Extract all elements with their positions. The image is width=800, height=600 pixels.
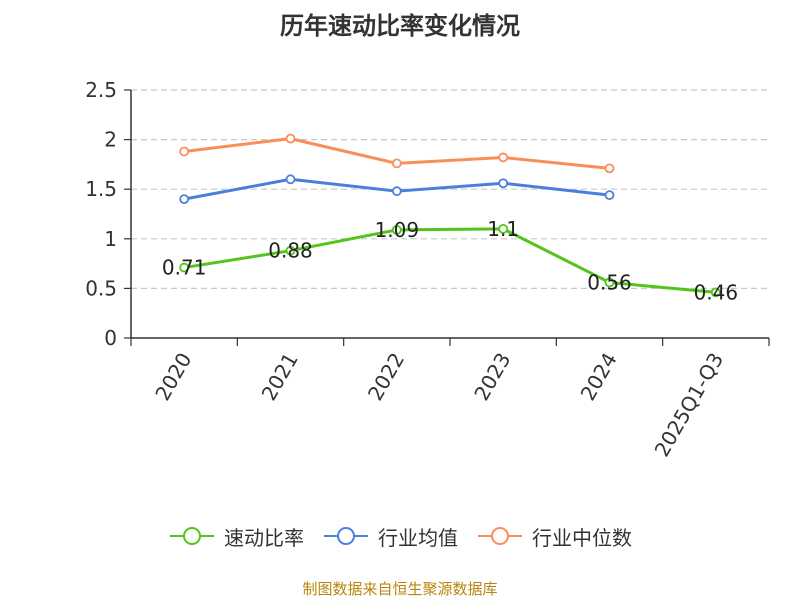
- y-tick-label: 1: [104, 227, 117, 251]
- data-point: [391, 224, 402, 235]
- legend-item-quick-ratio[interactable]: 速动比率: [168, 522, 304, 551]
- data-point: [710, 287, 721, 298]
- legend-label-industry-median: 行业中位数: [532, 525, 632, 550]
- data-point: [285, 245, 296, 256]
- data-label: 1.1: [487, 217, 519, 241]
- data-point: [604, 190, 615, 201]
- y-tick-label: 0: [104, 326, 117, 350]
- legend-marker-industry-mean: [324, 527, 368, 545]
- chart-title: 历年速动比率变化情况: [280, 12, 520, 40]
- legend-item-industry-median[interactable]: 行业中位数: [476, 522, 632, 551]
- x-tick-label: 2024: [576, 349, 622, 405]
- data-point: [179, 194, 190, 205]
- source-note: 制图数据来自恒生聚源数据库: [302, 580, 498, 598]
- data-point: [498, 223, 509, 234]
- line-chart: 0 0.5 1 1.5 2 2.5 2020 2021 2022 2023 2024 2025Q1-Q…: [85, 78, 770, 461]
- x-tick-label: 2022: [363, 349, 409, 405]
- legend-label-quick-ratio: 速动比率: [224, 525, 304, 550]
- data-point: [498, 152, 509, 163]
- y-tick-label: 1.5: [85, 177, 117, 201]
- data-point: [285, 133, 296, 144]
- y-tick-label: 2: [104, 128, 117, 152]
- legend-marker-quick-ratio: [170, 527, 214, 545]
- series-line: [183, 227, 716, 294]
- x-tick-label: 2025Q1-Q3: [649, 349, 728, 461]
- data-label: 1.09: [375, 218, 420, 242]
- legend-item-industry-mean[interactable]: 行业均值: [322, 522, 458, 551]
- x-tick-label: 2021: [257, 349, 303, 405]
- data-point: [391, 186, 402, 197]
- legend-marker-industry-median: [478, 527, 522, 545]
- x-tick-label: 2020: [150, 349, 196, 405]
- data-label: 0.46: [694, 280, 739, 304]
- data-point: [391, 158, 402, 169]
- y-tick-label: 2.5: [85, 78, 117, 102]
- data-point: [604, 163, 615, 174]
- data-label: 0.56: [587, 270, 632, 294]
- data-point: [179, 146, 190, 157]
- x-tick-label: 2023: [469, 348, 515, 404]
- y-tick-label: 0.5: [85, 276, 117, 300]
- data-point: [285, 174, 296, 185]
- legend-label-industry-mean: 行业均值: [378, 525, 458, 550]
- data-point: [498, 178, 509, 189]
- data-point: [179, 262, 190, 273]
- data-point: [604, 277, 615, 288]
- legend: 速动比率 行业均值 行业中位数: [0, 520, 800, 552]
- data-label: 0.88: [268, 239, 313, 263]
- data-label: 0.71: [162, 256, 207, 280]
